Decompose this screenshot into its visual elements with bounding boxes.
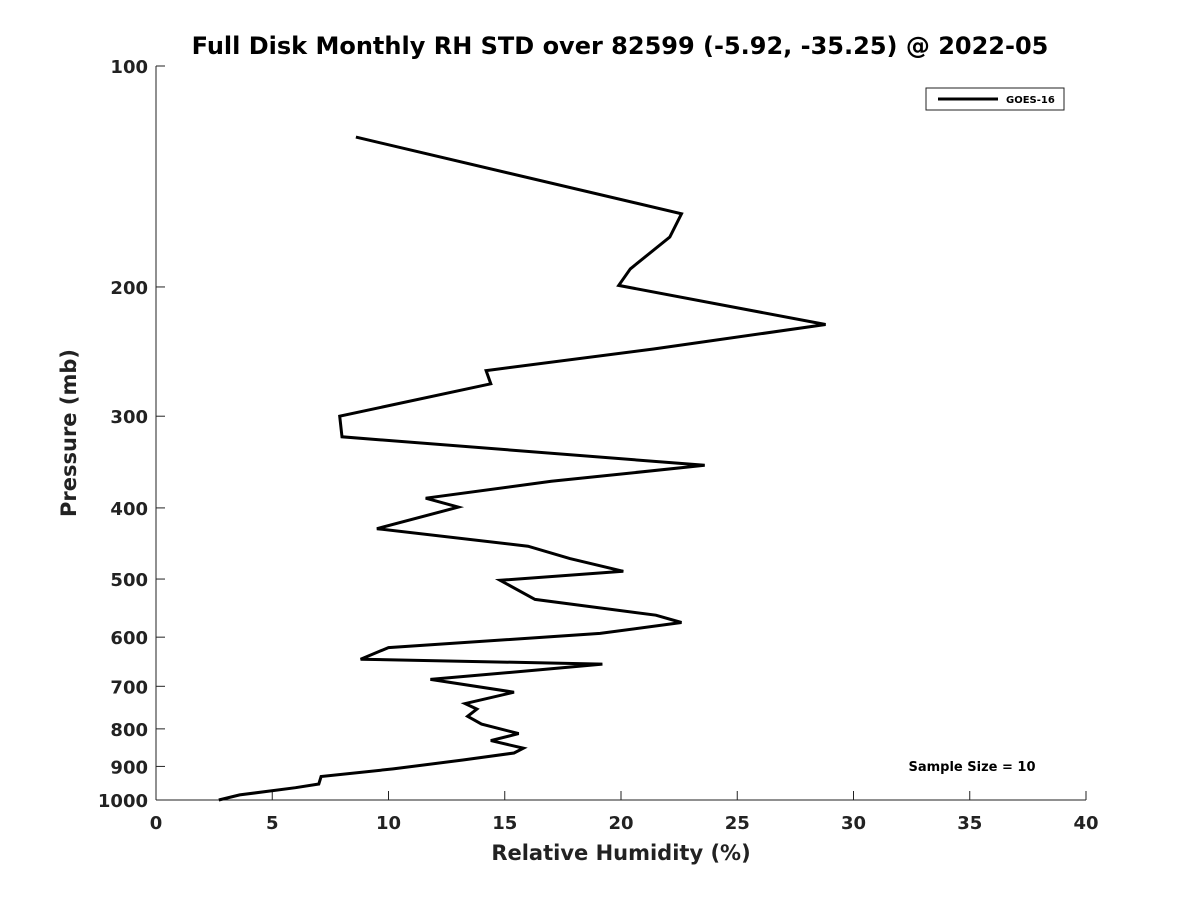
series-line-goes-16 [218, 135, 826, 802]
y-tick-label: 1000 [98, 791, 148, 812]
series-layer [218, 135, 826, 802]
x-tick-label: 35 [957, 813, 982, 834]
chart-title: Full Disk Monthly RH STD over 82599 (-5.… [192, 32, 1049, 60]
y-tick-label: 200 [110, 278, 148, 299]
y-tick-label: 400 [110, 499, 148, 520]
y-tick-label: 500 [110, 570, 148, 591]
x-tick-label: 30 [841, 813, 866, 834]
legend-label: GOES-16 [1006, 95, 1055, 106]
plot-area [155, 66, 1086, 801]
y-tick-label: 900 [110, 757, 148, 778]
x-tick-label: 40 [1073, 813, 1098, 834]
x-tick-label: 15 [492, 813, 517, 834]
y-ticks: 100 200 300 400 500 600 700 800 900 1000 [98, 57, 165, 812]
x-tick-label: 10 [376, 813, 401, 834]
x-ticks: 0 5 10 15 20 25 30 35 40 [150, 791, 1099, 834]
y-tick-label: 700 [110, 677, 148, 698]
x-axis-label: Relative Humidity (%) [491, 841, 750, 865]
y-tick-label: 300 [110, 407, 148, 428]
x-tick-label: 25 [725, 813, 750, 834]
sample-size-annotation: Sample Size = 10 [908, 760, 1035, 775]
y-tick-label: 600 [110, 628, 148, 649]
x-tick-label: 0 [150, 813, 163, 834]
y-axis-label: Pressure (mb) [57, 349, 81, 517]
y-tick-label: 100 [110, 57, 148, 78]
x-tick-label: 20 [608, 813, 633, 834]
x-tick-label: 5 [266, 813, 279, 834]
y-tick-label: 800 [110, 720, 148, 741]
legend: GOES-16 [925, 87, 1065, 111]
